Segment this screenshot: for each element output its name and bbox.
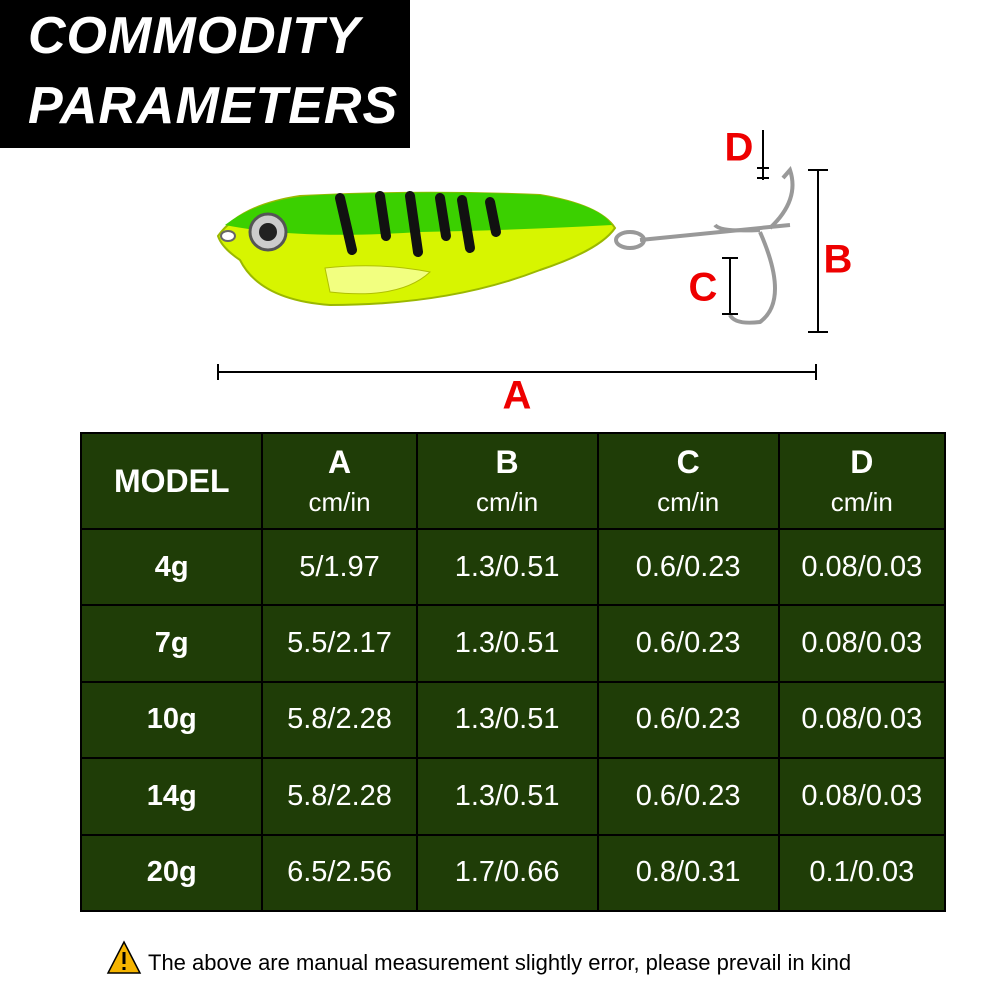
value-cell: 1.3/0.51 — [415, 757, 599, 836]
dimension-label: A — [503, 374, 532, 418]
dimension-label: B — [824, 238, 853, 282]
value-cell: 5.5/2.17 — [261, 604, 418, 683]
header-cell: MODEL — [79, 432, 264, 530]
column-label: B — [495, 444, 519, 480]
value-cell: 1.3/0.51 — [415, 604, 599, 683]
table-row: 4g 5/1.97 1.3/0.51 0.6/0.23 0.08/0.03 — [79, 527, 947, 607]
value-cell: 0.08/0.03 — [777, 680, 947, 760]
table-row: 7g 5.5/2.17 1.3/0.51 0.6/0.23 0.08/0.03 — [79, 604, 947, 683]
table-row: 10g 5.8/2.28 1.3/0.51 0.6/0.23 0.08/0.03 — [79, 680, 947, 760]
value-cell: 0.8/0.31 — [596, 833, 780, 913]
column-label: A — [327, 444, 352, 480]
warning-icon — [106, 940, 142, 974]
value-cell: 5/1.97 — [261, 527, 418, 607]
model-cell: 4g — [79, 527, 264, 607]
model-cell: 7g — [79, 604, 264, 683]
title-line: PARAMETERS — [28, 77, 399, 135]
title-line: COMMODITY — [28, 7, 361, 65]
column-unit: cm/in — [476, 487, 539, 517]
model-cell: 10g — [79, 680, 264, 760]
model-cell: 14g — [79, 757, 264, 836]
column-label: D — [850, 444, 874, 480]
column-unit: cm/in — [657, 487, 720, 517]
product-diagram: A B C D — [216, 126, 853, 418]
value-cell: 6.5/2.56 — [261, 833, 418, 913]
value-cell: 0.08/0.03 — [777, 604, 947, 683]
value-cell: 1.3/0.51 — [415, 680, 599, 760]
footer-note: The above are manual measurement slightl… — [148, 950, 852, 975]
value-cell: 0.08/0.03 — [777, 527, 947, 607]
value-cell: 1.7/0.66 — [415, 833, 599, 913]
column-unit: cm/in — [308, 487, 371, 517]
value-cell: 5.8/2.28 — [261, 680, 418, 760]
value-cell: 5.8/2.28 — [261, 757, 418, 836]
column-label: MODEL — [113, 462, 230, 499]
column-label: C — [676, 444, 700, 480]
title-box: COMMODITY PARAMETERS — [0, 0, 410, 148]
dimension-label: C — [689, 266, 718, 310]
value-cell: 0.1/0.03 — [777, 833, 947, 913]
table-row: 20g 6.5/2.56 1.7/0.66 0.8/0.31 0.1/0.03 — [79, 833, 947, 913]
value-cell: 0.08/0.03 — [777, 757, 947, 836]
table-row: 14g 5.8/2.28 1.3/0.51 0.6/0.23 0.08/0.03 — [79, 757, 947, 836]
value-cell: 0.6/0.23 — [596, 757, 780, 836]
value-cell: 0.6/0.23 — [596, 527, 780, 607]
model-cell: 20g — [79, 833, 264, 913]
dimension-label: D — [725, 126, 754, 170]
value-cell: 0.6/0.23 — [596, 604, 780, 683]
value-cell: 1.3/0.51 — [415, 527, 599, 607]
value-cell: 0.6/0.23 — [596, 680, 780, 760]
column-unit: cm/in — [830, 487, 893, 517]
